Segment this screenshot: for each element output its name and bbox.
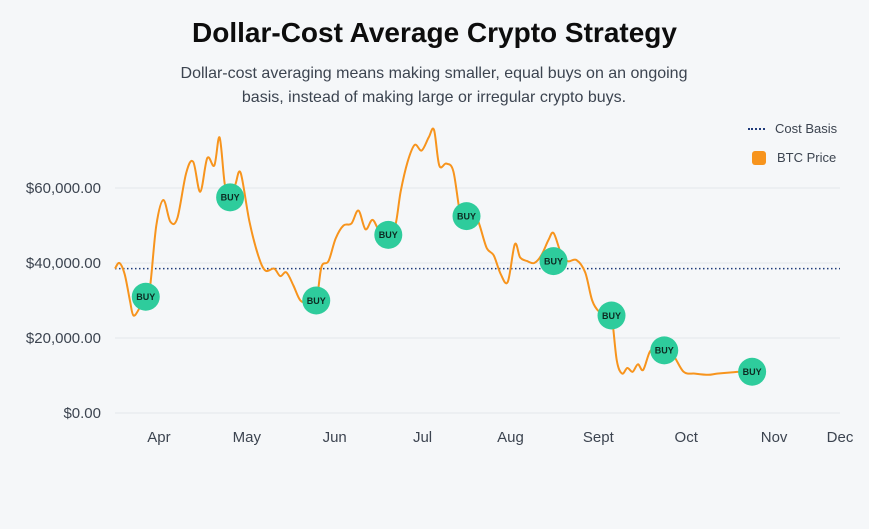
buy-label: BUY xyxy=(602,311,621,321)
buy-label: BUY xyxy=(655,346,674,356)
legend-item-btc-price[interactable]: BTC Price xyxy=(748,148,858,167)
chart-title: Dollar-Cost Average Crypto Strategy xyxy=(192,17,677,48)
btc-price-line xyxy=(114,127,753,376)
y-tick-label: $0.00 xyxy=(63,405,101,422)
x-tick-label: Oct xyxy=(675,429,699,446)
buy-label: BUY xyxy=(457,211,476,221)
x-tick-label: Jul xyxy=(413,429,432,446)
dotted-line-swatch xyxy=(748,127,765,130)
buy-marker xyxy=(131,282,160,311)
y-tick-label: $20,000.00 xyxy=(26,330,101,347)
buy-marker xyxy=(302,286,331,315)
x-tick-label: May xyxy=(233,429,262,446)
buy-marker xyxy=(452,202,481,231)
x-tick-label: Jun xyxy=(323,429,347,446)
buy-label: BUY xyxy=(743,367,762,377)
buy-marker xyxy=(650,336,679,365)
buy-marker xyxy=(216,183,245,212)
buy-marker xyxy=(597,301,626,330)
x-tick-label: Aug xyxy=(497,429,524,446)
x-tick-label: Dec xyxy=(827,429,854,446)
x-tick-label: Nov xyxy=(761,429,788,446)
buy-label: BUY xyxy=(221,193,240,203)
legend-item-cost-basis[interactable]: Cost Basis xyxy=(748,119,858,138)
buy-label: BUY xyxy=(307,296,326,306)
buy-marker xyxy=(539,247,568,276)
buy-marker xyxy=(374,220,403,249)
buy-label: BUY xyxy=(379,230,398,240)
x-tick-label: Apr xyxy=(147,429,170,446)
legend-label-cost-basis: Cost Basis xyxy=(775,121,838,136)
buy-marker xyxy=(738,357,767,386)
legend-label-btc-price: BTC Price xyxy=(777,150,837,165)
buy-label: BUY xyxy=(544,256,563,266)
buy-label: BUY xyxy=(136,292,155,302)
y-tick-label: $40,000.00 xyxy=(26,255,101,272)
x-tick-label: Sept xyxy=(583,429,615,446)
chart-subtitle: Dollar-cost averaging means making small… xyxy=(180,65,688,106)
chart-legend: Cost Basis BTC Price xyxy=(748,119,858,177)
y-tick-label: $60,000.00 xyxy=(26,180,101,197)
orange-square-swatch xyxy=(752,150,766,165)
